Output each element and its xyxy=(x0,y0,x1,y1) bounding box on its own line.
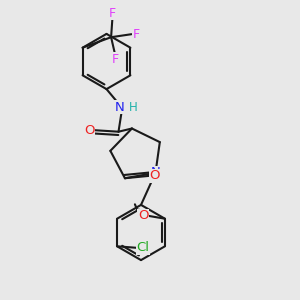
Text: F: F xyxy=(109,7,116,20)
Text: O: O xyxy=(150,169,160,182)
Text: H: H xyxy=(128,100,137,114)
Text: O: O xyxy=(84,124,94,137)
Text: Cl: Cl xyxy=(137,241,150,254)
Text: N: N xyxy=(115,100,125,114)
Text: F: F xyxy=(112,52,119,66)
Text: O: O xyxy=(138,209,148,222)
Text: F: F xyxy=(133,28,140,41)
Text: N: N xyxy=(151,166,160,179)
